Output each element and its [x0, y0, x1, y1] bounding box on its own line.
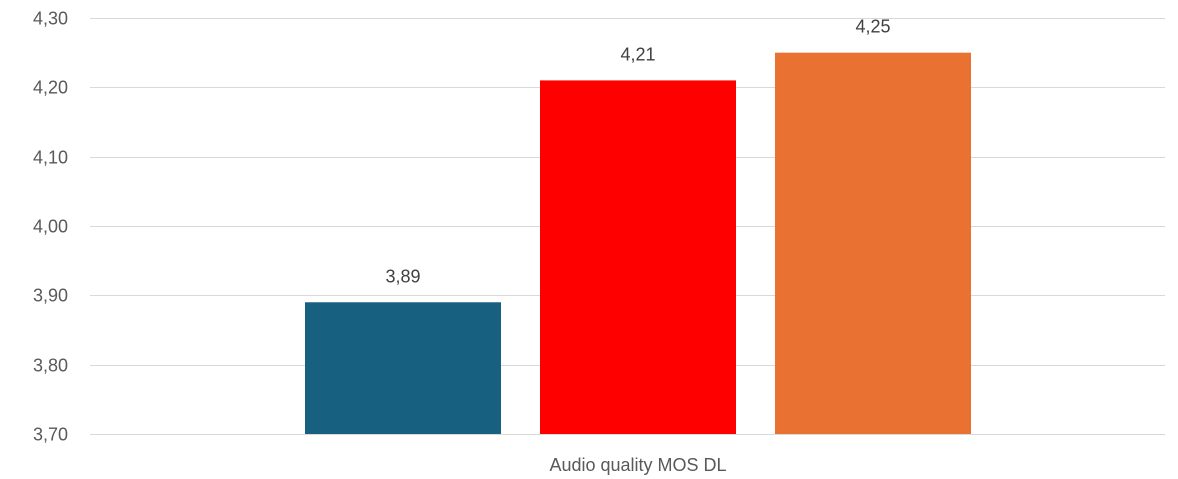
y-tick-label: 3,80 — [33, 356, 68, 376]
category-label: Audio quality MOS DL — [549, 455, 726, 475]
bar — [305, 302, 501, 434]
bars — [305, 52, 971, 435]
y-tick-label: 4,30 — [33, 9, 68, 29]
y-tick-label: 4,00 — [33, 217, 68, 237]
y-tick-label: 3,70 — [33, 425, 68, 445]
bar — [775, 52, 971, 435]
data-labels: 3,89 4,21 4,25 — [385, 17, 890, 287]
y-tick-label: 4,10 — [33, 148, 68, 168]
y-tick-label: 4,20 — [33, 78, 68, 98]
x-axis-category-labels: Audio quality MOS DL — [549, 455, 726, 475]
bar-value-label: 4,21 — [620, 44, 655, 64]
y-tick-label: 3,90 — [33, 286, 68, 306]
bar-value-label: 3,89 — [385, 266, 420, 286]
bar-value-label: 4,25 — [855, 17, 890, 37]
bar — [540, 80, 736, 435]
y-axis-tick-labels: 3,70 3,80 3,90 4,00 4,10 4,20 4,30 — [33, 9, 68, 445]
